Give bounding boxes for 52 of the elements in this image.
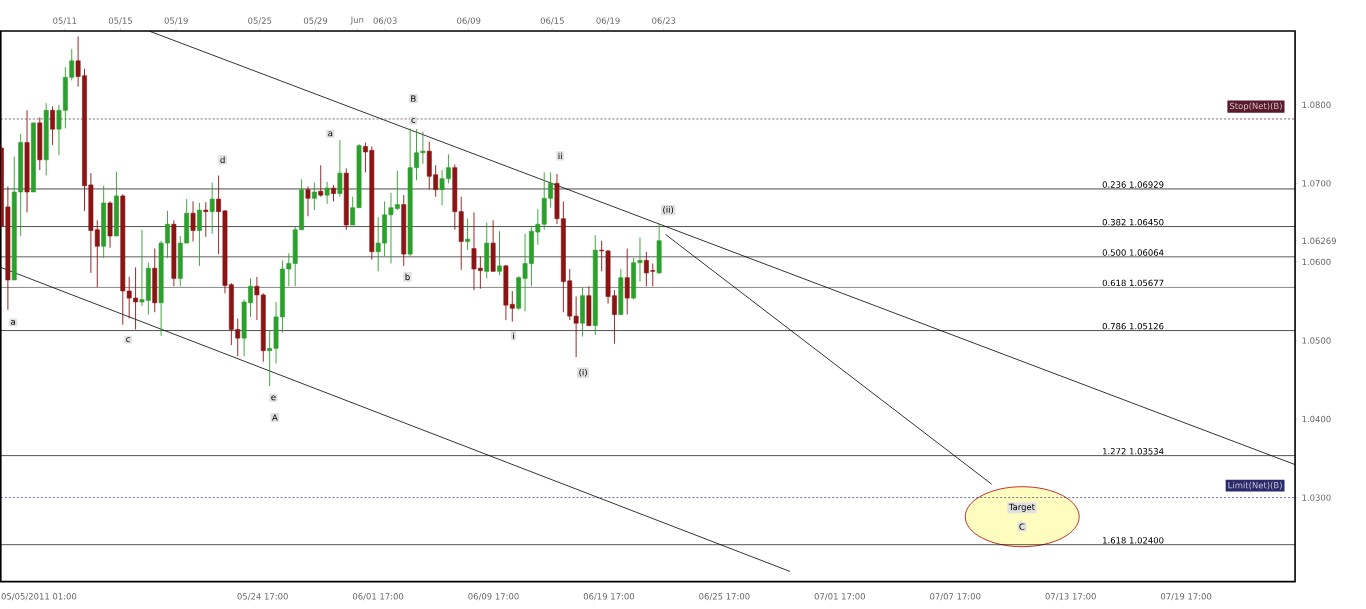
text: 06/19 17:00: [583, 593, 635, 601]
annotation: c: [411, 118, 416, 124]
x-tick-label: 06/15: [540, 17, 564, 25]
text: 06/01 17:00: [352, 593, 404, 601]
ref-line-label: 0.618 1.05677: [1102, 279, 1164, 287]
ref-line-label: 0.236 1.06929: [1102, 181, 1164, 188]
annotation: d: [220, 156, 225, 164]
annotation: c: [126, 337, 130, 343]
y-tick-label: 1.0400: [1302, 416, 1331, 423]
x-tick-label: 06/03: [373, 17, 397, 25]
x-tick-label: Jun: [350, 16, 364, 25]
ref-line-label: 0.382 1.06450: [1102, 219, 1164, 226]
annotation: ii: [558, 152, 562, 160]
annotation: a: [328, 131, 333, 137]
x-tick-label: 05/25: [248, 17, 272, 25]
y-tick-label: 1.0600: [1302, 258, 1331, 266]
y-tick-label: 1.0800: [1302, 101, 1331, 109]
x-tick-label: 05/19: [164, 17, 188, 25]
text: 07/07 17:00: [930, 593, 981, 601]
annotation: (ii): [663, 206, 674, 215]
text: 07/19 17:00: [1160, 593, 1212, 601]
text: 07/13 17:00: [1045, 593, 1096, 601]
y-tick-label: 1.0700: [1302, 180, 1331, 187]
x-tick-label: 06/09: [457, 17, 481, 25]
y-tick-label: 1.0300: [1302, 494, 1331, 501]
annotation: e: [271, 395, 276, 401]
x-tick-label: 06/23: [652, 17, 676, 25]
ref-line-label: 1.618 1.02400: [1103, 537, 1164, 544]
annotation: b: [405, 273, 410, 281]
text: 05/05/2011 01:00: [1, 593, 77, 601]
text: 07/01 17:00: [814, 593, 865, 601]
y-tick-label: 1.06269: [1302, 237, 1336, 245]
ref-line-label: 0.786 1.05126: [1102, 323, 1164, 330]
text: 06/25 17:00: [699, 593, 750, 601]
text: 06/09 17:00: [468, 593, 519, 601]
x-tick-label: 05/15: [108, 17, 132, 25]
ref-line-label: 0.500 1.06064: [1102, 249, 1164, 256]
annotation: a: [11, 320, 15, 326]
annotation: B: [411, 95, 416, 102]
ref-line-label: 1.272 1.03534: [1103, 448, 1164, 455]
x-tick-label: 05/11: [53, 17, 77, 25]
annotation: (i): [579, 369, 587, 377]
y-tick-label: 1.0500: [1302, 337, 1331, 344]
ref-line-label: Stop(Net)(B): [1229, 102, 1282, 111]
annotation: i: [513, 332, 514, 340]
text: 05/24 17:00: [237, 593, 288, 601]
annotation: Target: [1008, 504, 1035, 512]
x-tick-label: 06/19: [596, 17, 620, 25]
ref-line-label: Limit(Net)(B): [1228, 482, 1282, 490]
x-tick-label: 05/29: [303, 17, 328, 25]
annotation: C: [1019, 523, 1025, 531]
annotation: A: [272, 414, 278, 421]
